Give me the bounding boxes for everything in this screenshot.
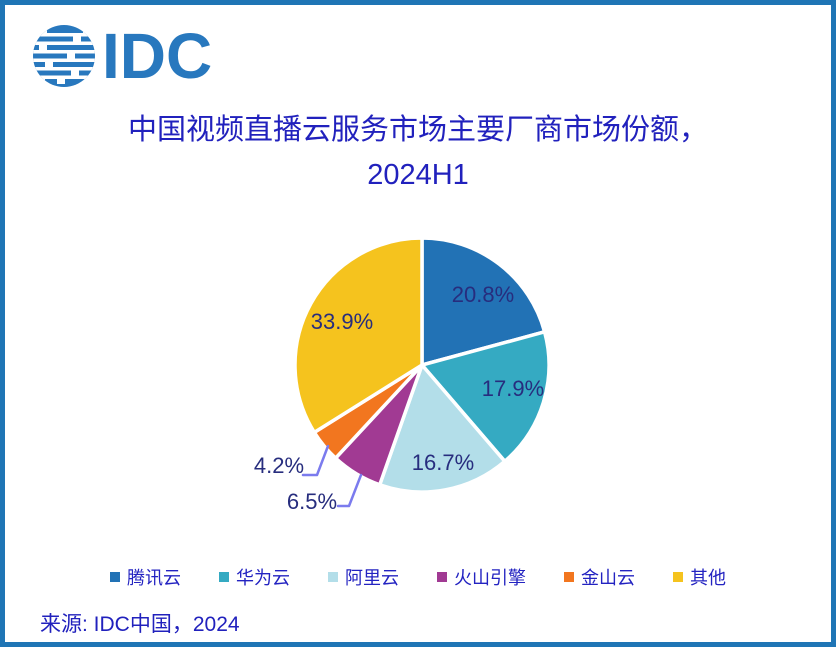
data-label-volcano-engine: 6.5%	[287, 489, 337, 514]
data-label-kingsoft-cloud: 4.2%	[254, 453, 304, 478]
legend-swatch-alibaba-cloud	[328, 572, 338, 582]
legend-item-alibaba-cloud: 阿里云	[328, 564, 399, 590]
legend-label-others: 其他	[690, 568, 726, 588]
legend-item-tencent-cloud: 腾讯云	[110, 564, 181, 590]
legend-item-kingsoft-cloud: 金山云	[564, 564, 635, 590]
idc-logo: IDC	[33, 20, 213, 92]
legend-item-others: 其他	[673, 564, 726, 590]
data-label-alibaba-cloud: 16.7%	[412, 450, 474, 475]
data-label-huawei-cloud: 17.9%	[482, 376, 544, 401]
striped-globe-icon	[33, 25, 95, 87]
pie-slice-huawei-cloud	[420, 330, 551, 464]
data-labels: 20.8% 17.9% 16.7% 6.5% 4.2% 33.9%	[254, 282, 544, 514]
source-note: 来源: IDC中国，2024	[40, 613, 240, 636]
legend-swatch-others	[673, 572, 683, 582]
legend-item-volcano-engine: 火山引擎	[437, 564, 526, 590]
legend-label-volcano-engine: 火山引擎	[454, 568, 526, 588]
chart-title-line1: 中国视频直播云服务市场主要厂商市场份额，	[127, 114, 708, 146]
legend-label-kingsoft-cloud: 金山云	[581, 568, 635, 588]
legend-item-huawei-cloud: 华为云	[219, 564, 290, 590]
data-label-others: 33.9%	[311, 309, 373, 334]
pie-chart: 20.8% 17.9% 16.7% 6.5% 4.2% 33.9%	[254, 236, 551, 514]
legend-swatch-tencent-cloud	[110, 572, 120, 582]
leader-line-volcano-engine	[336, 473, 363, 508]
idc-logo-text: IDC	[102, 20, 213, 92]
pie-slices	[293, 236, 551, 494]
pie-slice-tencent-cloud	[420, 236, 547, 367]
chart-title-line2: 2024H1	[367, 159, 469, 191]
pie-slice-others	[293, 236, 424, 435]
chart-title: 中国视频直播云服务市场主要厂商市场份额， 2024H1	[5, 108, 831, 198]
legend-swatch-huawei-cloud	[219, 572, 229, 582]
legend-label-tencent-cloud: 腾讯云	[127, 568, 181, 588]
legend-label-alibaba-cloud: 阿里云	[345, 568, 399, 588]
leader-lines	[301, 444, 363, 508]
leader-line-kingsoft-cloud	[301, 444, 330, 477]
legend-swatch-volcano-engine	[437, 572, 447, 582]
data-label-tencent-cloud: 20.8%	[452, 282, 514, 307]
legend-swatch-kingsoft-cloud	[564, 572, 574, 582]
legend: 腾讯云 华为云 阿里云 火山引擎 金山云 其他	[5, 564, 831, 590]
legend-label-huawei-cloud: 华为云	[236, 568, 290, 588]
